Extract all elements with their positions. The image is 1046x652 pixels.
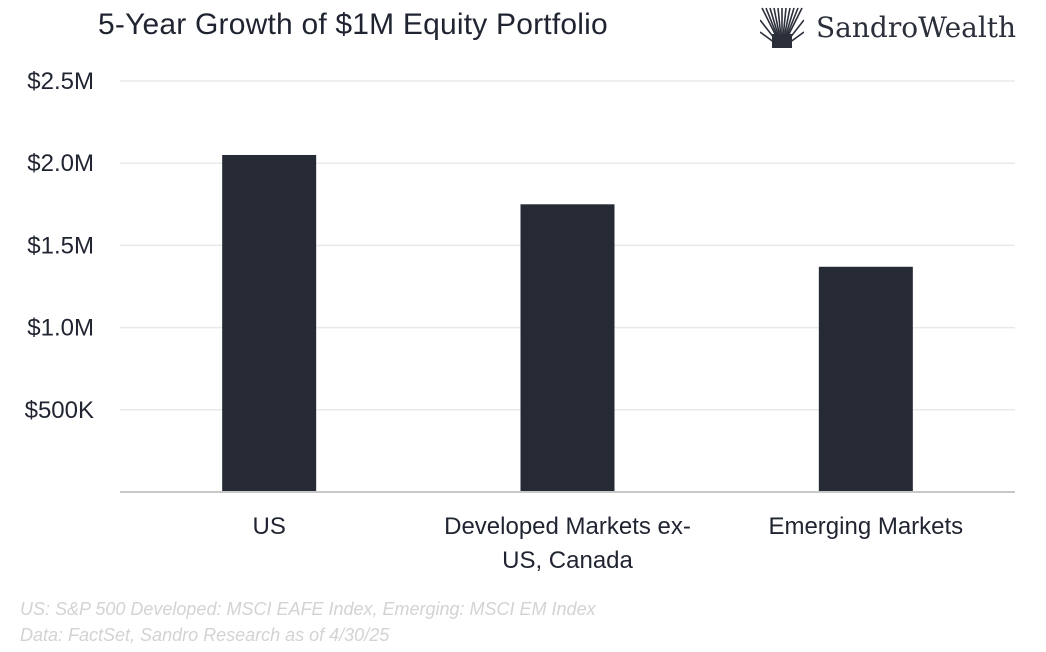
bar-2 <box>520 204 615 493</box>
x-tick-label: Emerging Markets <box>768 513 963 540</box>
bar-chart: $500K $1.0M $1.5M $2.0M $2.5M US Developed Ma… <box>25 68 1015 574</box>
y-axis-ticks: $500K $1.0M $1.5M $2.0M $2.5M <box>25 68 94 424</box>
x-axis-ticks: US Developed Markets ex-US, Canada Emergin… <box>252 513 963 574</box>
sunburst-logo-icon <box>760 7 804 48</box>
x-tick-label: US <box>252 513 285 540</box>
bar-3 <box>818 266 913 492</box>
y-tick-label: $500K <box>25 397 94 424</box>
chart-title: 5-Year Growth of $1M Equity Portfolio <box>98 8 608 41</box>
brand-logo: SandroWealth <box>760 6 1016 48</box>
y-tick-label: $2.0M <box>27 150 94 177</box>
bars <box>222 154 913 493</box>
brand-name: SandroWealth <box>816 10 1017 44</box>
footnote-sources: US: S&P 500 Developed: MSCI EAFE Index, … <box>20 599 596 619</box>
bar-1 <box>222 154 317 493</box>
footnotes: US: S&P 500 Developed: MSCI EAFE Index, … <box>20 596 596 648</box>
y-tick-label: $1.5M <box>27 232 94 259</box>
y-tick-label: $1.0M <box>27 315 94 342</box>
x-tick-label: Developed Markets ex-US, Canada <box>444 513 691 574</box>
footnote-data: Data: FactSet, Sandro Research as of 4/3… <box>20 625 390 645</box>
y-tick-label: $2.5M <box>27 68 94 95</box>
